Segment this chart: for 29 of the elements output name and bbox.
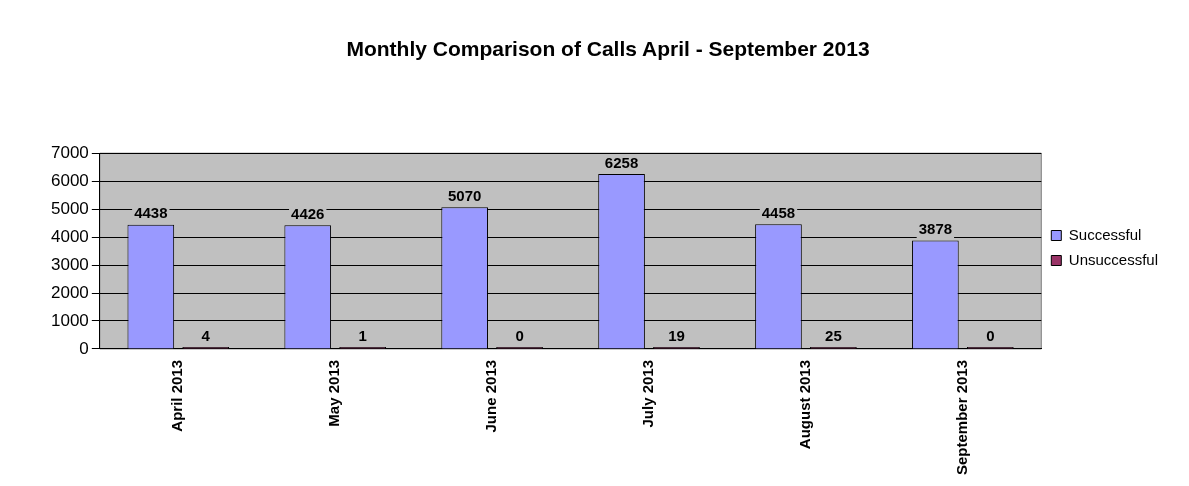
data-label: 19 <box>668 326 685 344</box>
x-tick-label: April 2013 <box>168 359 186 432</box>
y-tick-label: 1000 <box>50 310 89 330</box>
data-label: 0 <box>986 326 995 344</box>
y-tick-label: 0 <box>79 338 89 358</box>
y-tick-label: 4000 <box>50 226 89 246</box>
x-tick-label: August 2013 <box>796 359 814 450</box>
data-label: 4458 <box>761 203 796 221</box>
y-tick-label: 3000 <box>50 254 89 274</box>
data-label: 6258 <box>604 153 639 171</box>
x-tick-label: June 2013 <box>482 359 500 433</box>
data-label: 3878 <box>918 220 953 238</box>
data-label: 0 <box>515 326 524 344</box>
y-tick-label: 7000 <box>50 142 89 162</box>
x-tick-label: May 2013 <box>325 359 343 427</box>
data-label: 1 <box>358 326 367 344</box>
data-label: 4 <box>201 326 211 344</box>
x-tick-label: July 2013 <box>639 359 657 428</box>
legend-label: Unsuccessful <box>1068 250 1158 268</box>
chart-title: Monthly Comparison of Calls April - September 2013 <box>346 37 870 61</box>
data-label: 4438 <box>134 204 168 222</box>
y-tick-label: 5000 <box>50 198 89 218</box>
data-label: 25 <box>825 326 842 344</box>
x-tick-label: September 2013 <box>952 359 970 476</box>
data-label: 5070 <box>447 186 482 204</box>
data-label: 4426 <box>291 204 325 222</box>
legend-label: Successful <box>1068 225 1142 243</box>
y-tick-label: 6000 <box>50 170 89 190</box>
y-tick-label: 2000 <box>50 282 89 302</box>
